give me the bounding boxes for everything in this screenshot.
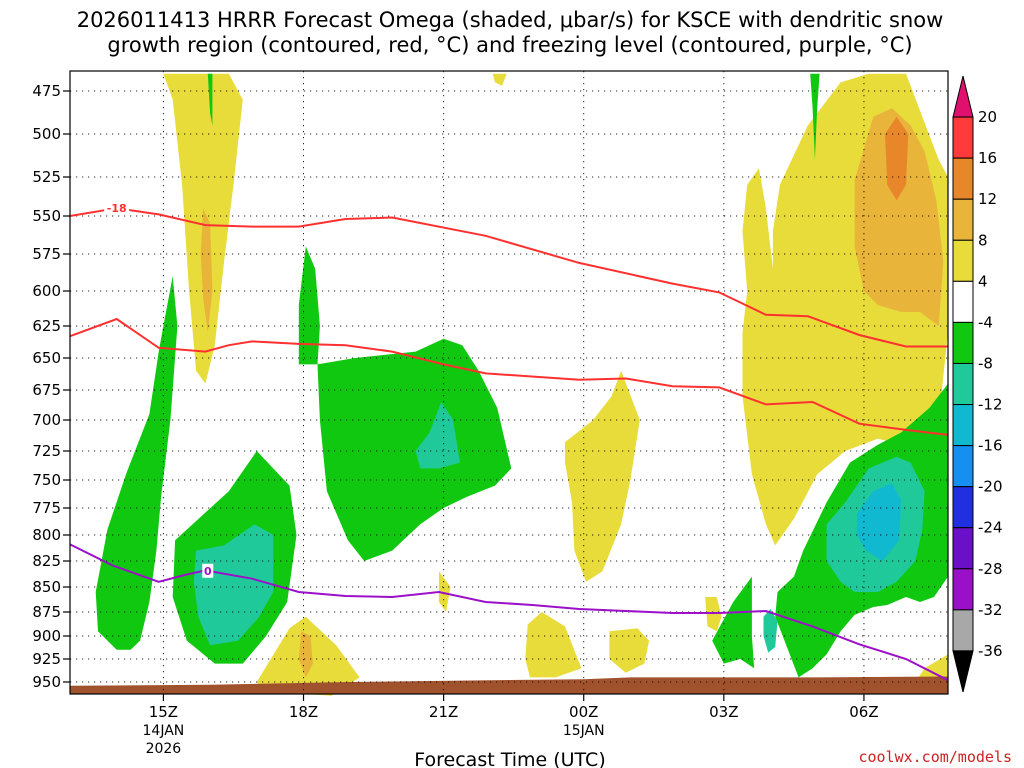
colorbar-segment [952,198,974,241]
colorbar-label: 20 [978,108,997,126]
x-tick-label: 00Z [569,703,598,721]
omega-region--12to-8 [193,524,274,646]
omega-region--8to-4 [712,576,755,669]
colorbar-label: -8 [978,354,993,372]
ground-fill [70,676,948,694]
colorbar-segment [952,116,974,159]
y-tick-label: 525 [32,168,61,186]
colorbar-segment [952,280,974,323]
colorbar-label: -16 [978,437,1003,455]
x-tick-label: 15Z [149,703,178,721]
colorbar-segment [952,321,974,364]
omega-region--12to-8 [415,402,460,469]
colorbar-label: 16 [978,149,997,167]
y-tick-label: 625 [32,317,61,335]
omega-region-8to12 [298,631,313,678]
title-line-2: growth region (contoured, red, °C) and f… [107,33,912,57]
y-tick-label: 750 [32,471,61,489]
colorbar-arrow-top [952,75,974,118]
omega-region--8to-4 [95,276,178,650]
omega-region-4to8 [492,73,507,86]
title-line-1: 2026011413 HRRR Forecast Omega (shaded, … [77,8,944,32]
x-tick-date: 14JAN [143,723,185,739]
y-tick-label: 800 [32,526,61,544]
y-tick-label: 825 [32,552,61,570]
colorbar-segment [952,362,974,406]
omega-region--8to-4 [298,246,320,365]
dgz-contour-1 [69,317,949,436]
ground-surface [70,676,948,694]
x-tick-year: 2026 [146,741,182,757]
omega-region--8to-4 [207,73,213,126]
x-tick-label: 06Z [849,703,878,721]
y-tick-label: 675 [32,381,61,399]
colorbar-segment [952,404,974,447]
y-tick-label: 875 [32,603,61,621]
y-tick-label: 900 [32,627,61,645]
x-axis: 15Z 14JAN 2026 18Z 21Z 00Z 15JAN 03Z 06Z [143,694,879,757]
x-tick-date: 15JAN [563,723,605,739]
y-tick-label: 600 [32,282,61,300]
omega-region-4to8 [438,571,451,612]
x-tick-label: 21Z [429,703,458,721]
y-tick-label: 725 [32,442,61,460]
omega-region-8to12 [854,108,944,326]
colorbar-label: -24 [978,519,1003,537]
y-tick-label: 700 [32,411,61,429]
dgz-contour-0-label-bg [104,201,130,216]
colorbar-arrow-bottom [952,650,974,693]
y-tick-label: 500 [32,125,61,143]
omega-region-4to8 [705,597,722,632]
omega-region--16to-12 [856,483,902,561]
omega-region--12to-8 [763,609,778,653]
colorbar-segment [952,568,974,611]
y-axis: 475 500 525 550 575 600 625 650 675 700 725 750 775 8… [32,82,70,691]
omega-region-4to8 [609,628,650,673]
x-tick-label: 18Z [289,703,318,721]
colorbar-label: -20 [978,478,1003,496]
omega-region--8to-4 [810,73,820,160]
y-tick-label: 575 [32,245,61,263]
contour-lines: -18 0 [69,201,949,682]
y-tick-label: 950 [32,673,61,691]
grid-lines [70,71,948,694]
colorbar: 20 16 12 8 4 -4 -8 -12 -16 -20 -24 -28 -32 -36 [952,75,1003,693]
colorbar-segment [952,445,974,488]
colorbar-label: -32 [978,601,1003,619]
colorbar-label: -28 [978,560,1003,578]
y-tick-label: 850 [32,578,61,596]
x-tick-label: 03Z [709,703,738,721]
credit-text: coolwx.com/models [858,748,1012,766]
omega-region-4to8 [565,370,640,582]
y-tick-label: 550 [32,207,61,225]
colorbar-segment [952,157,974,200]
dgz-contour-0-label: -18 [107,202,127,215]
plot-frame [69,70,949,695]
omega-region-12to16 [885,116,909,201]
omega-region-8to12 [200,208,213,333]
colorbar-segment [952,609,974,652]
dgz-contour-0 [69,207,948,348]
y-tick-label: 650 [32,349,61,367]
omega-region--8to-4 [317,338,512,561]
colorbar-label: 4 [978,272,988,290]
x-axis-label: Forecast Time (UTC) [414,749,605,768]
colorbar-segment [952,527,974,570]
freezing-level-contour-label-bg [202,563,214,578]
colorbar-segment [952,239,974,282]
plot-area: -18 0 [69,70,949,696]
omega-region-4to8 [525,612,582,678]
y-tick-label: 775 [32,499,61,517]
freezing-level-contour-label: 0 [204,565,212,578]
y-tick-label: 475 [32,82,61,100]
colorbar-label: -4 [978,313,993,331]
colorbar-segment [952,486,974,529]
freezing-level-contour [69,543,949,682]
colorbar-label: -12 [978,396,1003,414]
y-tick-label: 925 [32,650,61,668]
colorbar-label: 8 [978,231,988,249]
colorbar-label: -36 [978,642,1003,660]
colorbar-label: 12 [978,190,997,208]
